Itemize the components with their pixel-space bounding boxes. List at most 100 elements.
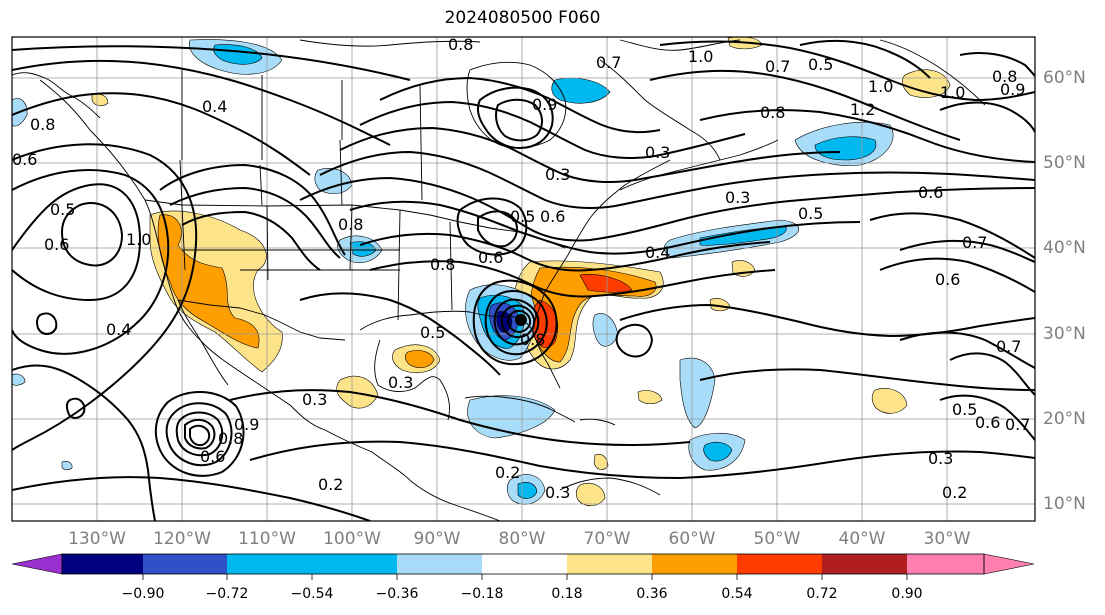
lon-label: 130°W xyxy=(68,529,126,549)
contour-label: 0.3 xyxy=(545,165,570,184)
contour-19 xyxy=(476,86,554,150)
hurricane-center xyxy=(515,314,527,326)
contour-11 xyxy=(349,200,861,255)
contour-4 xyxy=(12,143,198,451)
colorbar-segment-over xyxy=(983,553,1035,575)
colorbar-segment xyxy=(227,554,312,574)
contours xyxy=(12,39,1035,521)
contour-ne-2 xyxy=(659,40,1035,102)
contour-atl-6 xyxy=(869,212,1035,259)
contour-label: 0.3 xyxy=(645,143,670,162)
contour-atl-7 xyxy=(879,257,1035,293)
contour-atl-2 xyxy=(699,368,1035,391)
contour-14 xyxy=(299,176,1035,242)
contour-21 xyxy=(456,197,528,256)
shade-sa-yellow xyxy=(575,482,606,507)
contour-label: 0.5 xyxy=(952,400,977,419)
shade-atl-yellow4 xyxy=(593,453,609,470)
colorbar-segment xyxy=(652,554,737,574)
shade-mid2 xyxy=(637,390,663,405)
colorbar-segment-under xyxy=(11,553,63,575)
shade-mid-atlantic xyxy=(679,357,716,429)
colorbar-tick-label: −0.36 xyxy=(375,586,419,602)
contour-label: 0.6 xyxy=(12,150,37,169)
lon-label: 90°W xyxy=(413,529,461,549)
contour-south xyxy=(249,440,1035,480)
shade-atl-yellow1 xyxy=(871,388,908,414)
lat-label: 50°N xyxy=(1043,153,1086,173)
contour-atl-5 xyxy=(939,394,1035,441)
contour-pac-small2 xyxy=(35,312,58,335)
colorbar-segment xyxy=(62,554,143,574)
shade-west-lightblue3 xyxy=(61,461,73,471)
contour-label: 0.5 xyxy=(50,200,75,219)
lon-label: 30°W xyxy=(923,529,971,549)
colorbar-segment xyxy=(143,554,227,574)
contour-label: 0.4 xyxy=(106,320,131,339)
lon-label: 80°W xyxy=(498,529,546,549)
contour-hurricane-5 xyxy=(472,279,558,366)
contour-label: 0.5 xyxy=(420,323,445,342)
colorbar-segment xyxy=(567,554,652,574)
contour-label: 0.6 xyxy=(540,207,565,226)
colorbar-tick-label: 0.54 xyxy=(721,586,753,602)
contour-low-pac-5 xyxy=(154,390,245,477)
contour-2 xyxy=(60,202,124,267)
contour-hurricane-2 xyxy=(500,304,536,339)
contour-label: 0.5 xyxy=(808,55,833,74)
colorbar xyxy=(11,553,1035,580)
border-canada-provinces xyxy=(181,70,423,201)
contour-label: 1.0 xyxy=(940,83,965,102)
contour-label: 0.8 xyxy=(992,67,1017,86)
contour-label: 0.9 xyxy=(1000,80,1025,99)
contour-17 xyxy=(359,100,746,159)
coast-arctic xyxy=(299,39,481,47)
lon-label: 110°W xyxy=(238,529,296,549)
lon-label: 40°W xyxy=(838,529,886,549)
contour-atl-1 xyxy=(619,303,1035,338)
contour-label: 0.8 xyxy=(338,215,363,234)
colorbar-tick-label: −0.72 xyxy=(205,586,249,602)
contour-label: 0.6 xyxy=(975,413,1000,432)
contour-label: 1.0 xyxy=(126,230,151,249)
contour-22 xyxy=(477,210,518,248)
contour-label: 0.9 xyxy=(532,95,557,114)
lon-label: 120°W xyxy=(153,529,211,549)
contour-label: 1.0 xyxy=(868,77,893,96)
coast-baja xyxy=(177,299,229,386)
coast-pacific-nw xyxy=(39,79,501,521)
lon-label: 100°W xyxy=(323,529,381,549)
contour-label: 0.3 xyxy=(725,188,750,207)
contour-12 xyxy=(359,232,771,272)
contour-label: 0.6 xyxy=(44,235,69,254)
coast-east xyxy=(531,159,671,331)
contour-7 xyxy=(181,210,321,271)
map-frame xyxy=(11,36,1036,522)
contour-labels: 0.8 1.0 0.7 0.5 0.7 1.0 0.9 0.8 1.0 0.4 … xyxy=(12,37,1030,502)
shade-hudson xyxy=(551,77,611,104)
contour-ne-6 xyxy=(699,109,1035,163)
contour-gulf-wave xyxy=(299,292,501,376)
contour-atl-3 xyxy=(899,331,1035,369)
contour-label: 1.2 xyxy=(850,100,875,119)
contour-label: 0.5 xyxy=(510,207,535,226)
contour-label: 0.8 xyxy=(218,429,243,448)
colorbar-segment xyxy=(482,554,567,574)
contour-label: 0.3 xyxy=(388,373,413,392)
coast-greenland xyxy=(879,39,986,106)
contour-caribbean xyxy=(229,389,691,446)
contour-label: 0.2 xyxy=(942,483,967,502)
contour-16 xyxy=(339,126,841,184)
contour-label: 0.7 xyxy=(596,53,621,72)
contour-atl-4 xyxy=(949,352,1035,396)
contour-15 xyxy=(319,150,1035,209)
coastlines xyxy=(12,39,986,521)
contour-label: 0.6 xyxy=(935,270,960,289)
contour-8 xyxy=(12,92,311,176)
contour-label: 0.9 xyxy=(234,415,259,434)
colorbar-segment xyxy=(312,554,397,574)
contour-west-loop xyxy=(12,364,156,521)
contour-label: 0.7 xyxy=(1005,415,1030,434)
contour-10 xyxy=(12,45,411,81)
